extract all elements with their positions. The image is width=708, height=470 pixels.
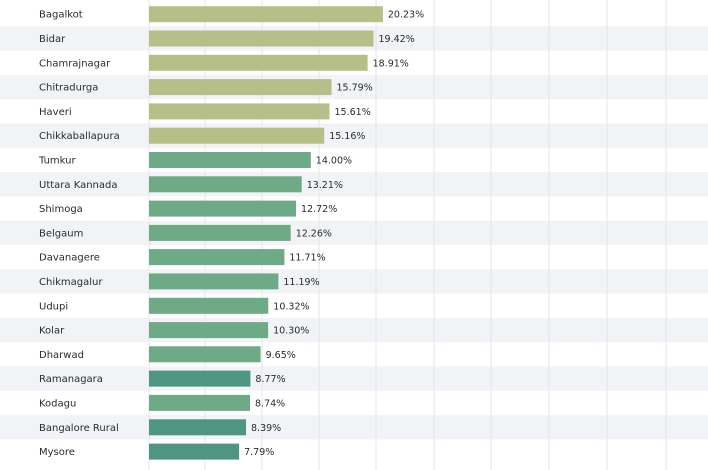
bar <box>149 127 325 144</box>
category-label: Kolar <box>39 326 65 337</box>
value-label: 15.61% <box>335 107 371 118</box>
category-label: Tumkur <box>38 156 76 167</box>
bar <box>149 103 330 120</box>
value-label: 7.79% <box>244 447 274 458</box>
bar <box>149 200 296 217</box>
value-label: 8.77% <box>255 374 285 385</box>
value-label: 15.79% <box>337 83 373 94</box>
category-label: Uttara Kannada <box>39 180 118 191</box>
row-band <box>0 269 708 294</box>
bar <box>149 443 240 460</box>
row-band <box>0 415 708 440</box>
category-labels: Bagalkot Bidar Chamrajnagar Chitradurga Have… <box>38 10 120 459</box>
bar <box>149 79 332 96</box>
category-label: Belgaum <box>39 228 83 239</box>
row-bands <box>0 26 708 440</box>
value-label: 10.30% <box>273 326 309 337</box>
bar <box>149 273 279 290</box>
bar <box>149 346 261 363</box>
value-label: 18.91% <box>373 58 409 69</box>
bar <box>149 419 246 436</box>
category-label: Chitradurga <box>39 83 98 94</box>
bar <box>149 54 368 71</box>
category-label: Mysore <box>39 447 75 458</box>
bars <box>149 6 383 460</box>
row-band <box>0 317 708 343</box>
value-labels: 20.23% 19.42% 18.91% 15.79% 15.61% 15.16% 14.0… <box>244 10 424 459</box>
category-label: Shimoga <box>39 204 83 215</box>
category-label: Chikkaballapura <box>39 131 120 142</box>
bar <box>149 30 374 47</box>
bar <box>149 249 285 266</box>
bar <box>149 152 311 168</box>
value-label: 13.21% <box>307 180 343 191</box>
value-label: 11.19% <box>283 277 319 288</box>
value-label: 19.42% <box>379 34 415 45</box>
value-label: 9.65% <box>266 350 296 361</box>
bar <box>149 370 251 387</box>
value-label: 11.71% <box>289 253 325 264</box>
bar <box>149 176 302 193</box>
row-band <box>0 123 708 148</box>
category-label: Bagalkot <box>39 10 83 21</box>
value-label: 8.39% <box>251 423 281 434</box>
value-label: 12.72% <box>301 204 337 215</box>
category-label: Chamrajnagar <box>39 58 111 69</box>
bar <box>149 6 383 23</box>
row-band <box>0 172 708 197</box>
category-label: Bangalore Rural <box>39 423 119 434</box>
row-band <box>0 220 708 245</box>
category-label: Bidar <box>39 34 66 45</box>
value-label: 12.26% <box>296 228 332 239</box>
row-band <box>0 74 708 100</box>
value-label: 20.23% <box>388 10 424 21</box>
bar <box>149 297 269 314</box>
category-label: Chikmagalur <box>39 277 103 288</box>
category-label: Davanagere <box>39 253 100 264</box>
value-label: 14.00% <box>316 156 352 167</box>
category-label: Haveri <box>39 107 72 118</box>
bar <box>149 322 269 339</box>
bar <box>149 224 291 241</box>
row-band <box>0 366 708 391</box>
value-label: 15.16% <box>329 131 365 142</box>
category-label: Dharwad <box>39 350 84 361</box>
value-label: 8.74% <box>255 398 285 409</box>
bar <box>149 394 250 411</box>
category-label: Kodagu <box>39 398 76 409</box>
category-label: Udupi <box>39 301 68 312</box>
category-label: Ramanagara <box>39 374 103 385</box>
value-label: 10.32% <box>273 301 309 312</box>
